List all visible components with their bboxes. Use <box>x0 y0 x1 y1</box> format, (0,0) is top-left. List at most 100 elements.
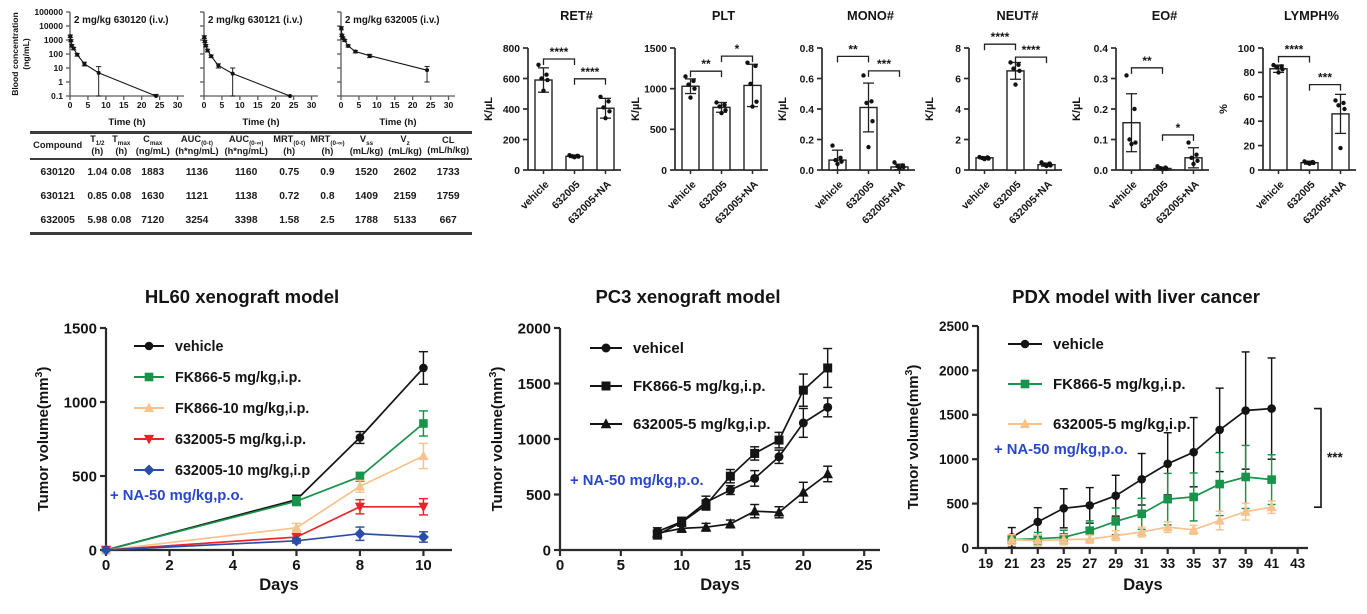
series-line <box>105 455 424 551</box>
data-point <box>419 363 428 373</box>
y-tick-label: 1 <box>58 77 63 87</box>
scatter-point <box>714 100 719 105</box>
chart-title: NEUT# <box>997 8 1039 23</box>
scatter-point <box>753 63 758 69</box>
y-tick-label: 500 <box>526 487 551 504</box>
data-point <box>354 480 366 491</box>
lymph-svg: 020406080100LYMPH%%vehicle632005632005+N… <box>1218 8 1356 227</box>
data-point <box>292 496 301 506</box>
legend-label: vehicle <box>1053 336 1104 353</box>
pk-table: Compound T1/2 (h) Tmax (h) Cmax (ng/mL) AUC(0-t… <box>30 131 472 236</box>
y-tick-label: 0 <box>661 166 667 177</box>
category-label: vehicle <box>1254 179 1287 212</box>
chart-title: HL60 xenograft model <box>145 286 339 307</box>
x-tick-label: 25 <box>856 557 873 574</box>
y-tick-label: 2500 <box>939 319 969 334</box>
scatter-point <box>1124 73 1129 78</box>
y-axis-label: Blood concentration <box>10 12 20 96</box>
x-tick-label: 20 <box>408 100 418 110</box>
scatter-point <box>745 60 750 65</box>
data-point <box>1189 447 1198 457</box>
data-point <box>68 34 73 39</box>
y-tick-label: 1000 <box>44 35 63 45</box>
chart-title: MONO# <box>847 8 894 23</box>
table-cell: 1.04 <box>87 167 108 179</box>
data-point <box>1020 339 1030 349</box>
x-tick-label: 41 <box>1264 556 1280 571</box>
chart-title: 2 mg/kg 630120 (i.v.) <box>74 15 169 26</box>
legend-label: 632005-5 mg/kg,i.p. <box>1053 416 1191 433</box>
x-tick-label: 8 <box>356 557 364 574</box>
x-tick-label: 15 <box>734 557 751 574</box>
table-cell: 1788 <box>355 215 378 227</box>
significance-stars: * <box>1176 121 1181 135</box>
data-point <box>1111 517 1121 526</box>
x-axis-label: Days <box>700 576 739 594</box>
data-point <box>1267 475 1276 484</box>
data-point <box>1137 474 1147 484</box>
annotation-text: + NA-50 mg/kg,p.o. <box>994 442 1128 458</box>
x-tick-label: 33 <box>1160 556 1176 571</box>
y-tick-label: 0 <box>514 166 520 177</box>
data-point <box>230 71 235 76</box>
table-cell: 1121 <box>185 191 209 203</box>
data-point <box>346 43 351 48</box>
scatter-point <box>754 99 759 104</box>
scatter-point <box>692 86 697 91</box>
table-header-cell: MRT(0-∞) (h) <box>307 132 348 161</box>
y-tick-label: 1500 <box>518 376 551 393</box>
x-tick-label: 0 <box>68 100 73 110</box>
data-point <box>339 26 344 31</box>
y-axis-label: Tumor volume(mm3) <box>903 365 922 510</box>
pdx-tumor-chart: 19 21 23 25 27 29 31 33 35 37 39 41 43 0 500 1000 1500 20… <box>898 282 1364 614</box>
x-tick-label: 20 <box>271 100 281 110</box>
pk-chart-630120: 0 5 10 15 20 25 30 100000 10000 1000 100 10 1 0.1 2 mg… <box>10 2 190 133</box>
table-cell: 5133 <box>393 215 417 227</box>
y-tick-label: 60 <box>1244 93 1256 104</box>
scatter-point <box>539 76 544 81</box>
series-line <box>105 422 424 551</box>
data-point <box>798 418 808 428</box>
data-point <box>69 43 74 48</box>
pc3-svg: 0 5 10 15 20 25 0 500 1000 1500 2000 PC3 xenograft … <box>487 286 880 594</box>
data-point <box>288 94 293 98</box>
table-header-cell: Cmax (ng/mL) <box>133 132 173 161</box>
table-cell: 7120 <box>141 215 165 227</box>
data-point <box>355 433 365 442</box>
data-point <box>1137 509 1147 519</box>
category-label: vehicle <box>813 179 846 212</box>
data-point <box>353 49 358 54</box>
y-tick-label: 10000 <box>39 21 63 31</box>
table-cell: 0.08 <box>111 167 132 179</box>
x-tick-label: 37 <box>1212 556 1227 571</box>
scatter-point <box>1013 82 1018 87</box>
scatter-point <box>719 110 724 116</box>
series-line <box>105 367 425 551</box>
data-point <box>600 418 612 429</box>
y-tick-label: 2000 <box>939 363 969 378</box>
y-tick-label: 0 <box>1249 166 1255 177</box>
significance-bracket <box>983 43 1017 51</box>
category-label: vehicle <box>1107 179 1140 212</box>
scatter-point <box>572 154 577 160</box>
chart-title: EO# <box>1152 8 1178 23</box>
y-axis-label: Tumor volume(mm3) <box>487 367 506 512</box>
table-cell: 1759 <box>436 191 460 203</box>
significance-bracket <box>689 70 723 78</box>
y-axis-label: K/µL <box>1071 97 1083 121</box>
data-point <box>773 506 785 517</box>
scatter-point <box>576 154 581 159</box>
data-point <box>417 531 429 543</box>
data-point <box>1058 534 1069 544</box>
pk-concentration-charts: 0 5 10 15 20 25 30 100000 10000 1000 100 10 1 0.1 2 mg… <box>10 2 464 133</box>
y-tick-label: 0.3 <box>1094 74 1109 85</box>
x-tick-label: 10 <box>101 100 111 110</box>
scatter-point <box>1341 100 1346 106</box>
data-point <box>96 70 101 75</box>
significance-stars: **** <box>550 45 569 59</box>
significance-bracket <box>836 55 870 63</box>
scatter-point <box>1191 161 1196 167</box>
table-header-cell: AUC(0-t) (h*ng/mL) <box>172 132 222 161</box>
y-tick-label: 0.6 <box>800 74 815 85</box>
scatter-point <box>1017 68 1022 74</box>
